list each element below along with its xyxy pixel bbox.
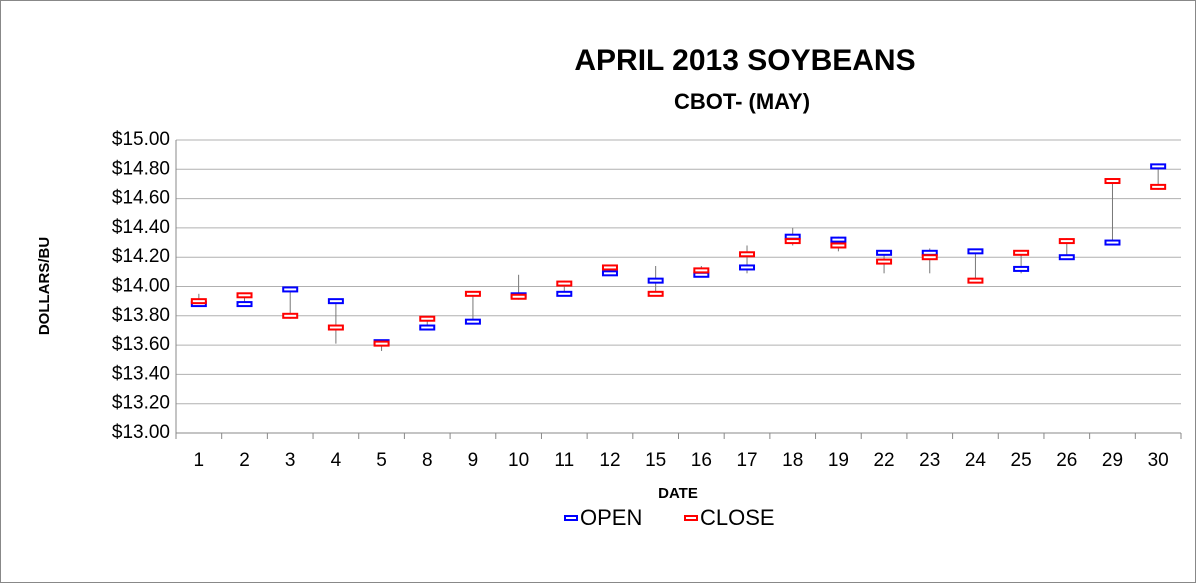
x-tick-label: 17 — [736, 450, 757, 471]
price-marker — [282, 312, 299, 319]
x-tick-label: 30 — [1148, 450, 1169, 471]
price-marker — [236, 301, 253, 308]
price-marker — [1058, 238, 1075, 245]
price-marker — [1104, 178, 1121, 185]
price-marker — [282, 286, 299, 293]
y-tick-label: $13.60 — [112, 334, 170, 355]
x-tick-label: 25 — [1011, 450, 1032, 471]
x-tick-label: 18 — [782, 450, 803, 471]
legend-marker — [564, 515, 578, 521]
x-tick-label: 8 — [422, 450, 433, 471]
y-tick-label: $13.20 — [112, 393, 170, 414]
price-marker — [967, 248, 984, 255]
price-marker — [830, 236, 847, 243]
price-marker — [236, 292, 253, 299]
y-tick-label: $15.00 — [112, 129, 170, 150]
price-marker — [739, 251, 756, 258]
y-tick-label: $14.00 — [112, 276, 170, 297]
x-tick-label: 5 — [376, 450, 387, 471]
price-marker — [510, 293, 527, 300]
price-marker — [190, 298, 207, 305]
x-tick-label: 12 — [599, 450, 620, 471]
legend-marker — [684, 515, 698, 521]
price-marker — [830, 242, 847, 249]
price-marker — [373, 340, 390, 347]
x-tick-label: 22 — [873, 450, 894, 471]
price-marker — [876, 249, 893, 256]
x-tick-label: 15 — [645, 450, 666, 471]
price-marker — [601, 270, 618, 277]
price-marker — [1150, 183, 1167, 190]
legend-label: CLOSE — [700, 505, 775, 530]
x-tick-label: 26 — [1056, 450, 1077, 471]
y-tick-label: $14.20 — [112, 246, 170, 267]
x-tick-label: 23 — [919, 450, 940, 471]
legend-label: OPEN — [580, 505, 642, 530]
price-marker — [556, 290, 573, 297]
price-marker — [419, 315, 436, 322]
price-marker — [1150, 163, 1167, 170]
chart-subtitle: CBOT- (MAY) — [674, 89, 810, 114]
x-tick-label: 3 — [285, 450, 296, 471]
x-tick-label: 9 — [468, 450, 479, 471]
x-axis-title: DATE — [658, 485, 698, 502]
x-tick-label: 10 — [508, 450, 529, 471]
x-tick-label: 4 — [331, 450, 342, 471]
y-tick-label: $14.80 — [112, 158, 170, 179]
price-marker — [327, 324, 344, 331]
price-marker — [464, 290, 481, 297]
x-tick-label: 19 — [828, 450, 849, 471]
y-tick-label: $14.40 — [112, 217, 170, 238]
y-tick-label: $13.80 — [112, 305, 170, 326]
x-tick-label: 29 — [1102, 450, 1123, 471]
y-axis-title: DOLLARS/BU — [36, 237, 53, 335]
price-marker — [1013, 265, 1030, 272]
y-tick-label: $14.60 — [112, 188, 170, 209]
price-marker — [1058, 254, 1075, 261]
y-tick-label: $13.00 — [112, 422, 170, 443]
price-marker — [784, 238, 801, 245]
x-tick-label: 1 — [194, 450, 205, 471]
x-tick-label: 2 — [239, 450, 250, 471]
price-marker — [921, 254, 938, 261]
price-marker — [327, 298, 344, 305]
chart-title: APRIL 2013 SOYBEANS — [574, 44, 915, 77]
price-marker — [601, 264, 618, 271]
price-marker — [647, 277, 664, 284]
price-marker — [1104, 239, 1121, 246]
price-marker — [647, 290, 664, 297]
price-marker — [739, 264, 756, 271]
price-marker — [556, 280, 573, 287]
price-marker — [693, 267, 710, 274]
price-marker — [1013, 249, 1030, 256]
x-tick-label: 16 — [691, 450, 712, 471]
price-marker — [967, 277, 984, 284]
y-tick-label: $13.40 — [112, 363, 170, 384]
x-tick-label: 24 — [965, 450, 987, 471]
x-tick-label: 11 — [554, 450, 574, 471]
price-marker — [464, 318, 481, 325]
price-marker — [876, 258, 893, 265]
price-marker — [419, 324, 436, 331]
